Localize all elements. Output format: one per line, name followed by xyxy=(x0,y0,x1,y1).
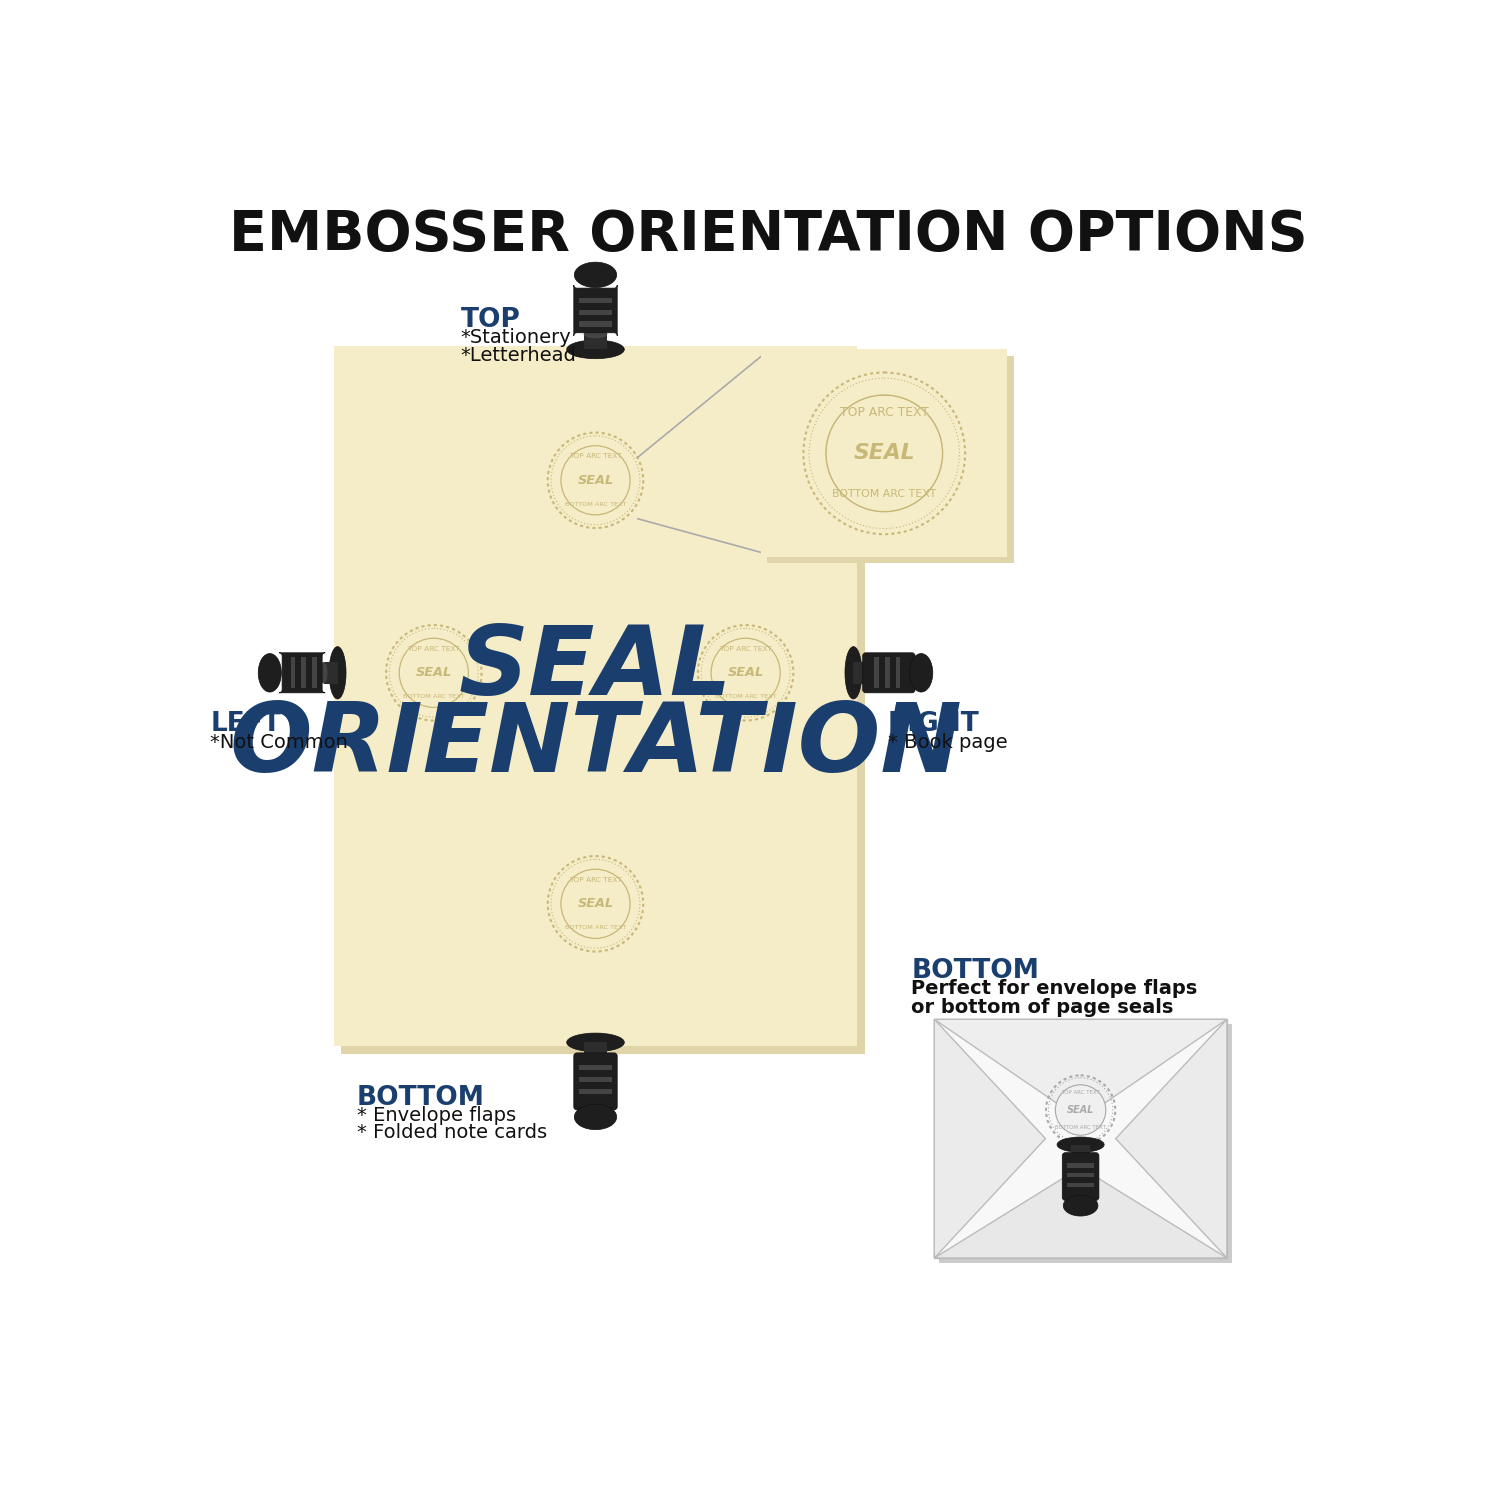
Polygon shape xyxy=(934,1020,1046,1258)
Bar xyxy=(766,356,1014,564)
Text: TOP ARC TEXT: TOP ARC TEXT xyxy=(840,406,928,420)
Bar xyxy=(584,334,608,350)
Text: BOTTOM ARC TEXT: BOTTOM ARC TEXT xyxy=(833,489,936,500)
Text: * Envelope flaps: * Envelope flaps xyxy=(357,1106,516,1125)
Bar xyxy=(1071,1144,1090,1156)
Bar xyxy=(1066,1173,1095,1178)
FancyBboxPatch shape xyxy=(862,652,915,693)
Text: *Letterhead: *Letterhead xyxy=(460,345,576,364)
FancyBboxPatch shape xyxy=(574,285,616,336)
Bar xyxy=(342,354,866,1054)
Ellipse shape xyxy=(258,654,282,692)
Ellipse shape xyxy=(1064,1196,1098,1216)
Text: EMBOSSER ORIENTATION OPTIONS: EMBOSSER ORIENTATION OPTIONS xyxy=(230,209,1308,262)
Ellipse shape xyxy=(584,1053,608,1062)
Circle shape xyxy=(712,639,780,706)
Bar xyxy=(896,657,900,688)
Text: * Book page: * Book page xyxy=(888,734,1008,752)
Bar xyxy=(579,1089,612,1094)
Ellipse shape xyxy=(567,1034,624,1052)
Ellipse shape xyxy=(574,262,616,288)
Bar xyxy=(579,321,612,327)
Text: Perfect for envelope flaps: Perfect for envelope flaps xyxy=(910,980,1197,999)
Text: *Stationery: *Stationery xyxy=(460,328,572,346)
Bar xyxy=(579,1077,612,1082)
Text: BOTTOM ARC TEXT: BOTTOM ARC TEXT xyxy=(716,694,777,699)
Bar xyxy=(874,657,879,688)
Ellipse shape xyxy=(574,1104,616,1130)
Bar xyxy=(1066,1164,1095,1167)
Text: ORIENTATION: ORIENTATION xyxy=(230,699,962,792)
Bar xyxy=(760,350,1008,558)
FancyBboxPatch shape xyxy=(279,652,326,693)
Text: TOP ARC TEXT: TOP ARC TEXT xyxy=(568,878,622,884)
Text: TOP ARC TEXT: TOP ARC TEXT xyxy=(568,453,622,459)
Text: BOTTOM ARC TEXT: BOTTOM ARC TEXT xyxy=(564,926,627,930)
Text: TOP: TOP xyxy=(460,308,520,333)
Text: BOTTOM: BOTTOM xyxy=(357,1084,484,1110)
Ellipse shape xyxy=(844,646,862,699)
FancyBboxPatch shape xyxy=(574,1053,616,1110)
Bar xyxy=(333,345,858,1047)
Bar xyxy=(853,662,867,684)
Ellipse shape xyxy=(909,654,933,692)
Circle shape xyxy=(561,870,630,938)
Ellipse shape xyxy=(1058,1137,1104,1152)
Text: BOTTOM: BOTTOM xyxy=(910,957,1040,984)
Polygon shape xyxy=(934,1020,1227,1119)
Text: RIGHT: RIGHT xyxy=(888,711,980,738)
Ellipse shape xyxy=(567,340,624,358)
Circle shape xyxy=(400,639,468,706)
Text: SEAL: SEAL xyxy=(459,622,732,716)
Bar xyxy=(312,657,316,688)
Text: BOTTOM ARC TEXT: BOTTOM ARC TEXT xyxy=(1054,1125,1106,1130)
Bar xyxy=(939,1024,1232,1263)
Text: LEFT: LEFT xyxy=(210,711,282,738)
FancyBboxPatch shape xyxy=(1062,1152,1100,1200)
Polygon shape xyxy=(934,1167,1227,1258)
Bar xyxy=(579,309,612,315)
Bar xyxy=(934,1020,1227,1258)
Bar xyxy=(885,657,890,688)
Text: SEAL: SEAL xyxy=(578,474,614,488)
Bar xyxy=(579,1065,612,1071)
Bar xyxy=(1066,1184,1095,1186)
Ellipse shape xyxy=(320,662,327,684)
Bar xyxy=(302,657,306,688)
Text: TOP ARC TEXT: TOP ARC TEXT xyxy=(1060,1090,1100,1095)
Text: BOTTOM ARC TEXT: BOTTOM ARC TEXT xyxy=(404,694,465,699)
Circle shape xyxy=(561,447,630,514)
Text: *Not Common: *Not Common xyxy=(210,734,348,752)
Bar xyxy=(579,297,612,303)
Ellipse shape xyxy=(1071,1154,1090,1161)
Bar xyxy=(324,662,338,684)
Text: SEAL: SEAL xyxy=(853,444,915,464)
Ellipse shape xyxy=(328,646,346,699)
Text: SEAL: SEAL xyxy=(1066,1106,1095,1114)
Ellipse shape xyxy=(864,662,871,684)
Text: TOP ARC TEXT: TOP ARC TEXT xyxy=(720,646,772,652)
Bar xyxy=(291,657,296,688)
Polygon shape xyxy=(1116,1020,1227,1258)
Bar xyxy=(584,1042,608,1058)
Text: SEAL: SEAL xyxy=(578,897,614,910)
Text: TOP ARC TEXT: TOP ARC TEXT xyxy=(408,646,460,652)
Text: SEAL: SEAL xyxy=(416,666,452,680)
Ellipse shape xyxy=(584,330,608,339)
Text: * Folded note cards: * Folded note cards xyxy=(357,1124,548,1143)
Text: SEAL: SEAL xyxy=(728,666,764,680)
Text: BOTTOM ARC TEXT: BOTTOM ARC TEXT xyxy=(564,501,627,507)
Text: or bottom of page seals: or bottom of page seals xyxy=(910,998,1173,1017)
Circle shape xyxy=(827,396,942,512)
Circle shape xyxy=(1056,1086,1106,1134)
